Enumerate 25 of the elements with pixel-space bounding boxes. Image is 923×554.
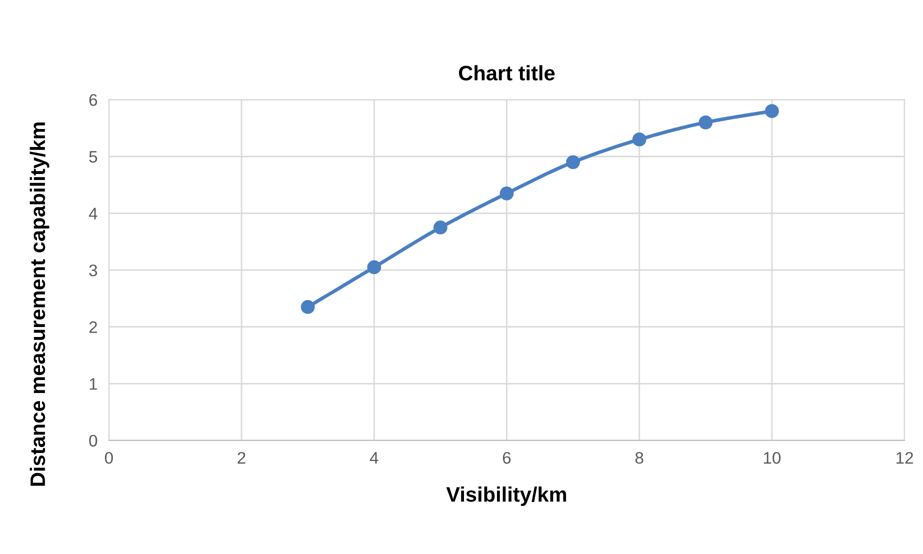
point: [300, 300, 315, 314]
y-tick-label: 6: [89, 94, 98, 106]
x-tick-label: 0: [104, 452, 113, 464]
x-tick-label: 4: [370, 452, 378, 464]
point: [632, 132, 646, 146]
y-tick-label: 3: [89, 264, 98, 276]
y-tick-label: 1: [90, 378, 97, 390]
y-tick-label: 2: [89, 321, 97, 333]
x-tick-label: 2: [238, 452, 246, 464]
x-tick-label: 6: [502, 452, 511, 464]
point: [698, 115, 713, 130]
y-tick-label: 5: [89, 151, 98, 163]
x-tick-label: 10: [764, 452, 781, 464]
point: [367, 260, 382, 274]
point: [566, 155, 580, 170]
chart-title: Chart title: [458, 65, 555, 80]
y-tick-label: 4: [88, 208, 98, 220]
x-tick-label: 12: [896, 452, 913, 464]
point: [433, 220, 448, 234]
x-axis-title: Visibility/km: [446, 486, 566, 506]
y-tick-label: 0: [89, 434, 98, 447]
point: [764, 104, 779, 118]
point: [500, 186, 514, 200]
x-tick-label: 8: [635, 452, 644, 464]
y-axis-title: Distance measurement capability/km: [30, 122, 50, 486]
